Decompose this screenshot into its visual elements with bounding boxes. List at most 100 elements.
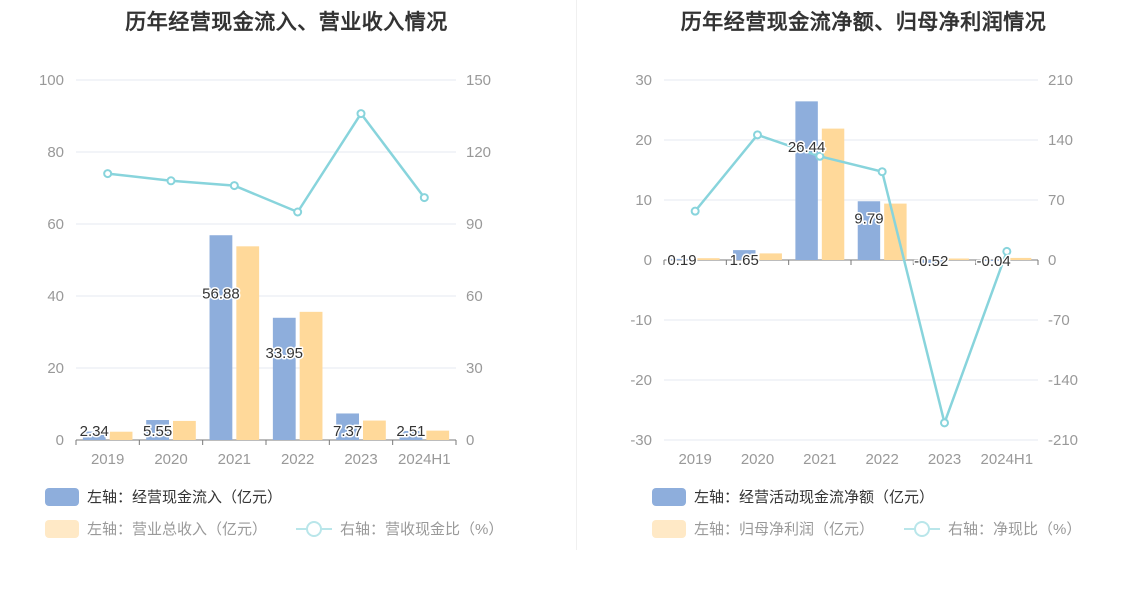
bar-data-label: 2.51 [396,423,425,440]
right-axis-tick-label: 140 [1048,132,1073,149]
bar-secondary [173,420,196,440]
left-axis-tick-label: 60 [47,216,64,233]
bar-secondary [946,258,969,260]
legend-item-revenue-cash-ratio[interactable]: 右轴：营收现金比（%） [296,518,503,539]
ratio-point [940,418,949,428]
legend-line-icon [904,520,940,538]
left-axis-tick-label: 20 [635,132,652,149]
bar-secondary [236,246,260,440]
left-axis-tick-label: 20 [47,360,64,377]
bar-data-label: 26.44 [788,139,826,156]
bar-secondary [363,420,386,440]
left-axis-tick-label: -20 [630,372,652,389]
bar-data-label: 56.88 [202,286,240,303]
bar-data-label: 5.55 [143,423,172,440]
left-axis-tick-label: 0 [56,432,64,449]
bar-primary [733,250,756,260]
legend-item-net-cashflow[interactable]: 左轴：经营活动现金流净额（亿元） [652,486,934,507]
right-axis-tick-label: 60 [466,288,483,305]
panel-divider [576,0,577,550]
right-axis-tick-label: 30 [466,360,483,377]
left-axis-tick-label: -10 [630,312,652,329]
left-axis-tick-label: 100 [39,72,64,89]
legend-item-net-profit[interactable]: 左轴：归母净利润（亿元） [652,518,874,539]
x-axis-tick-label: 2023 [344,451,377,468]
chart-title: 历年经营现金流入、营业收入情况 [125,11,448,34]
right-axis-tick-label: 210 [1048,72,1073,89]
legend-item-net-cash-ratio[interactable]: 右轴：净现比（%） [904,518,1081,539]
ratio-point [815,151,825,161]
legend-label: 右轴：营收现金比（%） [340,521,504,538]
bar-data-label: 33.95 [265,345,303,362]
legend-item-revenue[interactable]: 左轴：营业总收入（亿元） [45,518,267,539]
bar-secondary [697,258,720,260]
cashflow-revenue-chart: 0 20 40 60 80 100 0 30 60 90 120 150 2019 2020 2021 202… [39,72,491,468]
ratio-point [753,130,762,140]
legend-line-icon [296,520,332,538]
bar-data-label: 2.34 [80,423,109,440]
bar-data-label: -0.04 [977,253,1011,270]
ratio-point [1002,246,1012,256]
left-axis-tick-label: 30 [635,72,652,89]
legend-label: 左轴：经营现金流入（亿元） [87,489,283,506]
ratio-point [293,207,303,217]
x-axis-tick-label: 2020 [741,451,774,468]
bar-primary [209,235,233,440]
bar-data-label: 7.37 [333,423,362,440]
x-axis-tick-label: 2020 [154,451,187,468]
legend-label: 左轴：归母净利润（亿元） [694,521,875,538]
legend-label: 左轴：经营活动现金流净额（亿元） [694,489,935,506]
net-cashflow-profit-chart: -30 -20 -10 0 10 20 30 -210 -140 -70 0 70 140 210 2019… [630,72,1078,468]
bar-data-label: 9.79 [854,211,883,228]
ratio-point [103,169,113,179]
x-axis-tick-label: 2022 [281,451,314,468]
bar-secondary [299,311,323,440]
legend-label: 左轴：营业总收入（亿元） [87,521,268,538]
x-axis-tick-label: 2021 [218,451,251,468]
bar-data-label: 0.19 [667,252,696,269]
bar-primary [399,430,423,440]
right-axis-tick-label: -210 [1048,432,1078,449]
cashflow-revenue-panel: 历年经营现金流入、营业收入情况 0 20 40 60 80 100 0 30 60 90 120 15… [0,0,573,589]
bar-secondary [1008,257,1032,260]
right-axis-tick-label: 90 [466,216,483,233]
x-axis-tick-label: 2023 [928,451,961,468]
bar-secondary [109,431,133,440]
bar-primary [795,101,818,260]
ratio-line [107,111,426,214]
legend-swatch-yellow [652,519,686,538]
ratio-point [166,176,176,186]
left-axis-tick-label: 10 [635,192,652,209]
bar-primary [272,317,296,440]
right-axis-tick-label: 0 [1048,252,1056,269]
x-axis-tick-label: 2024H1 [981,451,1034,468]
x-axis-tick-label: 2021 [803,451,836,468]
bar-primary [982,260,1005,261]
bar-primary [920,260,943,264]
bar-primary [670,258,694,260]
legend-swatch-blue [652,487,686,506]
ratio-point [356,109,366,119]
legend-swatch-yellow [45,519,79,538]
ratio-point [877,167,887,177]
legend-item-cash-inflow[interactable]: 左轴：经营现金流入（亿元） [45,486,282,507]
ratio-line [694,133,1009,428]
bar-primary [82,431,106,440]
x-axis-tick-label: 2022 [865,451,898,468]
left-axis-tick-label: -30 [630,432,652,449]
right-axis-tick-label: -70 [1048,312,1070,329]
bar-secondary [426,430,450,440]
bar-secondary [759,253,782,260]
right-axis-tick-label: 120 [466,144,491,161]
legend-label: 右轴：净现比（%） [948,521,1082,538]
left-axis-tick-label: 40 [47,288,64,305]
bar-primary [857,201,881,260]
left-axis-tick-label: 80 [47,144,64,161]
bar-primary [146,420,169,440]
left-axis-tick-label: 0 [644,252,652,269]
legend-swatch-blue [45,487,79,506]
x-axis-tick-label: 2019 [678,451,711,468]
right-axis-tick-label: 0 [466,432,474,449]
ratio-point [419,193,429,203]
bar-data-label: 1.65 [730,252,759,269]
